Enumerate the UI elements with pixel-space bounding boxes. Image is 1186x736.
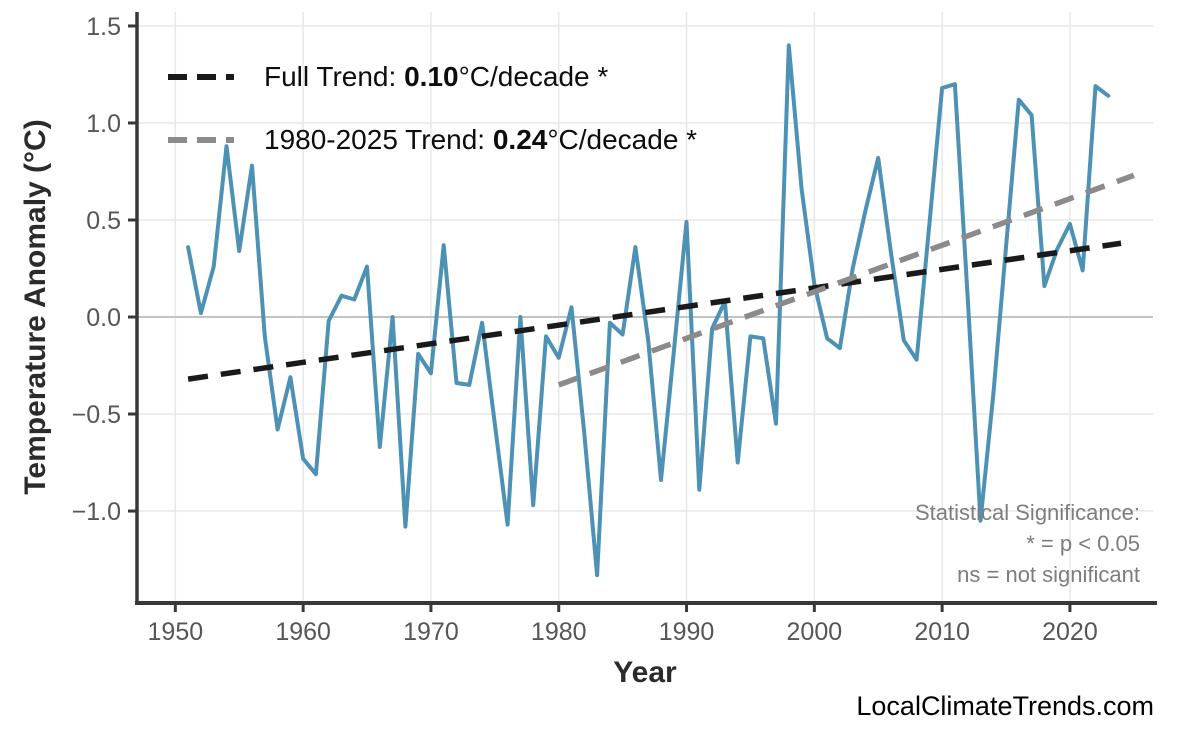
y-tick-label: 0.0 [86, 304, 121, 332]
significance-title: Statistical Significance: [915, 500, 1140, 525]
significance-ns-line: ns = not significant [957, 562, 1140, 587]
y-tick-label: −1.0 [72, 498, 121, 526]
x-tick-label: 2010 [914, 618, 970, 646]
legend-trend-value: 0.24 [492, 123, 548, 155]
y-tick-label: −0.5 [72, 401, 121, 429]
legend-text: °C/decade * [458, 60, 609, 92]
significance-note: Statistical Significance: * = p < 0.05 n… [915, 497, 1140, 590]
legend-trend-value: 0.10 [404, 60, 459, 92]
legend-item-recent-trend: 1980-2025 Trend: 0.24°C/decade * [166, 108, 697, 171]
trend-1980-2025-line [557, 172, 1135, 388]
legend-label-full-trend: Full Trend: 0.10°C/decade * [264, 61, 608, 93]
legend-text: °C/decade * [547, 123, 698, 155]
full-trend-dash-icon [168, 73, 234, 80]
significance-star-line: * = p < 0.05 [1026, 531, 1140, 556]
temperature-anomaly-line [186, 43, 1111, 578]
x-axis-title: Year [613, 656, 677, 689]
x-tick-label: 1960 [275, 618, 331, 646]
y-tick-label: 1.0 [86, 110, 121, 138]
y-axis-title: Temperature Anomaly (°C) [19, 119, 52, 495]
legend: Full Trend: 0.10°C/decade * 1980-2025 Tr… [166, 45, 697, 171]
full-trend-line [187, 240, 1122, 382]
legend-text: 1980-2025 Trend: [264, 123, 493, 155]
y-tick-label: 1.5 [86, 13, 121, 41]
watermark: LocalClimateTrends.com [856, 691, 1154, 721]
x-tick-label: 2020 [1042, 618, 1098, 646]
x-tick-label: 1990 [659, 618, 715, 646]
recent-trend-dash-icon [168, 136, 234, 143]
legend-text: Full Trend: [264, 60, 405, 92]
x-tick-label: 1950 [148, 618, 204, 646]
x-tick-label: 1970 [403, 618, 459, 646]
x-tick-label: 2000 [787, 618, 843, 646]
x-tick-label: 1980 [531, 618, 587, 646]
legend-label-recent-trend: 1980-2025 Trend: 0.24°C/decade * [264, 124, 697, 156]
legend-item-full-trend: Full Trend: 0.10°C/decade * [166, 45, 697, 108]
y-tick-label: 0.5 [86, 207, 121, 235]
